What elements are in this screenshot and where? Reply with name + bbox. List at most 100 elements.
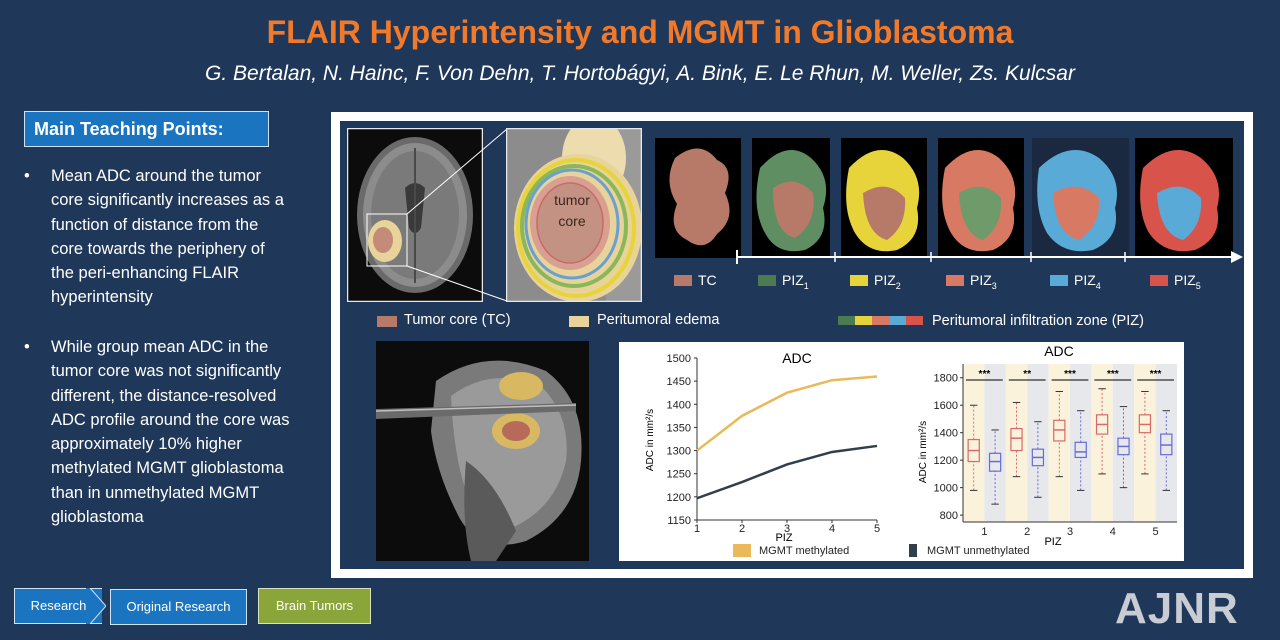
box-chart-ylabel: ADC in mm²/s bbox=[918, 421, 929, 483]
x-tick-label: 4 bbox=[829, 523, 835, 535]
piz-strip-segment bbox=[906, 316, 923, 325]
y-tick-label: 1600 bbox=[934, 400, 958, 412]
y-tick-label: 1250 bbox=[667, 469, 691, 481]
x-tick-label: 2 bbox=[739, 523, 745, 535]
text-line: the peri-enhancing FLAIR bbox=[51, 264, 240, 283]
zone-label: PIZ3 bbox=[970, 272, 997, 291]
band-unmethylated bbox=[1112, 364, 1135, 522]
box-methylated bbox=[967, 404, 980, 491]
text-line: While group mean ADC in the bbox=[51, 338, 269, 356]
piz-strip-segment bbox=[838, 316, 855, 325]
research-arrow-icon bbox=[86, 588, 106, 624]
zone-label: TC bbox=[698, 272, 717, 288]
axial-mri-image bbox=[347, 128, 483, 302]
teaching-point-text: While group mean ADC in the tumor core w… bbox=[51, 335, 323, 529]
text-line: ADC profile around the core was bbox=[51, 410, 290, 429]
significance-label: ** bbox=[1023, 369, 1031, 380]
text-line: hyperintensity bbox=[51, 288, 153, 307]
legend-label-unmethylated: MGMT unmethylated bbox=[927, 545, 1030, 557]
piz-color-strip bbox=[838, 316, 923, 325]
y-tick-label: 1400 bbox=[667, 399, 691, 411]
poster-title: FLAIR Hyperintensity and MGMT in Gliobla… bbox=[266, 14, 1014, 50]
significance-label: *** bbox=[1150, 369, 1162, 380]
y-tick-label: 1800 bbox=[934, 373, 958, 385]
piz-strip-segment bbox=[889, 316, 906, 325]
box-unmethylated bbox=[988, 429, 1002, 505]
box-unmethylated bbox=[1031, 421, 1045, 498]
x-tick-label: 1 bbox=[981, 526, 987, 538]
original-research-button[interactable]: Original Research bbox=[110, 589, 247, 625]
significance-label: *** bbox=[979, 369, 991, 380]
teaching-point-2: • While group mean ADC in the tumor core… bbox=[24, 335, 324, 535]
legend-label-methylated: MGMT methylated bbox=[759, 545, 849, 557]
brain-tumors-button[interactable]: Brain Tumors bbox=[258, 588, 371, 624]
significance-label: *** bbox=[1064, 369, 1076, 380]
distance-arrow bbox=[736, 250, 1243, 264]
piz-strip-segment bbox=[855, 316, 872, 325]
label-line: core bbox=[558, 213, 586, 229]
zone-swatch bbox=[674, 275, 692, 286]
significance-label: *** bbox=[1107, 369, 1119, 380]
text-line: core significantly increases as a bbox=[51, 191, 284, 210]
zoomed-mri-image bbox=[506, 128, 642, 302]
band-unmethylated bbox=[984, 364, 1006, 522]
series-line-methylated bbox=[696, 375, 878, 452]
x-tick-label: 3 bbox=[1067, 526, 1073, 538]
zone-label: PIZ1 bbox=[782, 272, 809, 291]
y-tick-label: 1200 bbox=[667, 492, 691, 504]
piz-legend: Peritumoral infiltration zone (PIZ) bbox=[932, 313, 1144, 329]
series-line-unmethylated bbox=[696, 444, 878, 500]
piz-strip-segment bbox=[872, 316, 889, 325]
band-unmethylated bbox=[1155, 364, 1177, 522]
tumor-3d-renderings bbox=[655, 138, 1233, 258]
x-tick-label: 5 bbox=[874, 523, 880, 535]
tumor-core-swatch bbox=[377, 316, 397, 327]
zone-label: PIZ4 bbox=[1074, 272, 1101, 291]
tumor-core-legend: Tumor core (TC) bbox=[404, 312, 511, 328]
y-tick-label: 800 bbox=[940, 510, 958, 522]
zone-swatch bbox=[850, 275, 868, 286]
zone-label: PIZ2 bbox=[874, 272, 901, 291]
box-methylated bbox=[1095, 388, 1109, 475]
author-list: G. Bertalan, N. Hainc, F. Von Dehn, T. H… bbox=[205, 62, 1075, 85]
edema-legend: Peritumoral edema bbox=[597, 312, 720, 328]
text-line: core towards the periphery of bbox=[51, 239, 265, 258]
text-line: Mean ADC around the tumor bbox=[51, 167, 262, 185]
band-methylated bbox=[963, 364, 985, 522]
box-methylated bbox=[1138, 390, 1152, 475]
box-methylated bbox=[1053, 390, 1066, 478]
zone-label: PIZ5 bbox=[1174, 272, 1201, 291]
zone-swatch bbox=[758, 275, 776, 286]
ajnr-logo: AJNR bbox=[1115, 584, 1239, 633]
text-line: tumor core was not significantly bbox=[51, 362, 282, 381]
text-line: function of distance from the bbox=[51, 215, 259, 234]
zone-swatch bbox=[946, 275, 964, 286]
teaching-point-1: • Mean ADC around the tumor core signifi… bbox=[24, 164, 324, 314]
box-chart-title: ADC bbox=[1044, 343, 1074, 359]
x-tick-label: 5 bbox=[1153, 526, 1159, 538]
band-methylated bbox=[1134, 364, 1156, 522]
x-tick-label: 1 bbox=[694, 523, 700, 535]
teaching-points-heading: Main Teaching Points: bbox=[24, 111, 269, 147]
band-unmethylated bbox=[1027, 364, 1049, 522]
text-line: than in unmethylated MGMT bbox=[51, 483, 260, 502]
adc-box-plot: ADC *** ** *** *** *** 800100012001400160018… bbox=[909, 342, 1184, 561]
x-tick-label: 3 bbox=[784, 523, 790, 535]
line-chart-xlabel: PIZ bbox=[775, 532, 792, 544]
line-chart-title: ADC bbox=[782, 350, 812, 366]
legend-swatch-unmethylated bbox=[909, 544, 917, 557]
band-methylated bbox=[1091, 364, 1113, 522]
y-tick-label: 1200 bbox=[934, 455, 958, 467]
legend-swatch-methylated bbox=[733, 544, 751, 557]
y-tick-label: 1400 bbox=[934, 428, 958, 440]
y-tick-label: 1300 bbox=[667, 446, 691, 458]
teaching-point-text: Mean ADC around the tumor core significa… bbox=[51, 164, 323, 310]
box-unmethylated bbox=[1074, 410, 1087, 491]
y-tick-label: 1350 bbox=[667, 422, 691, 434]
bullet-marker: • bbox=[24, 338, 30, 356]
text-line: different, the distance-resolved bbox=[51, 386, 277, 405]
text-line: glioblastoma bbox=[51, 508, 144, 527]
zone-swatch bbox=[1150, 275, 1168, 286]
band-unmethylated bbox=[1070, 364, 1092, 522]
bullet-marker: • bbox=[24, 167, 30, 185]
